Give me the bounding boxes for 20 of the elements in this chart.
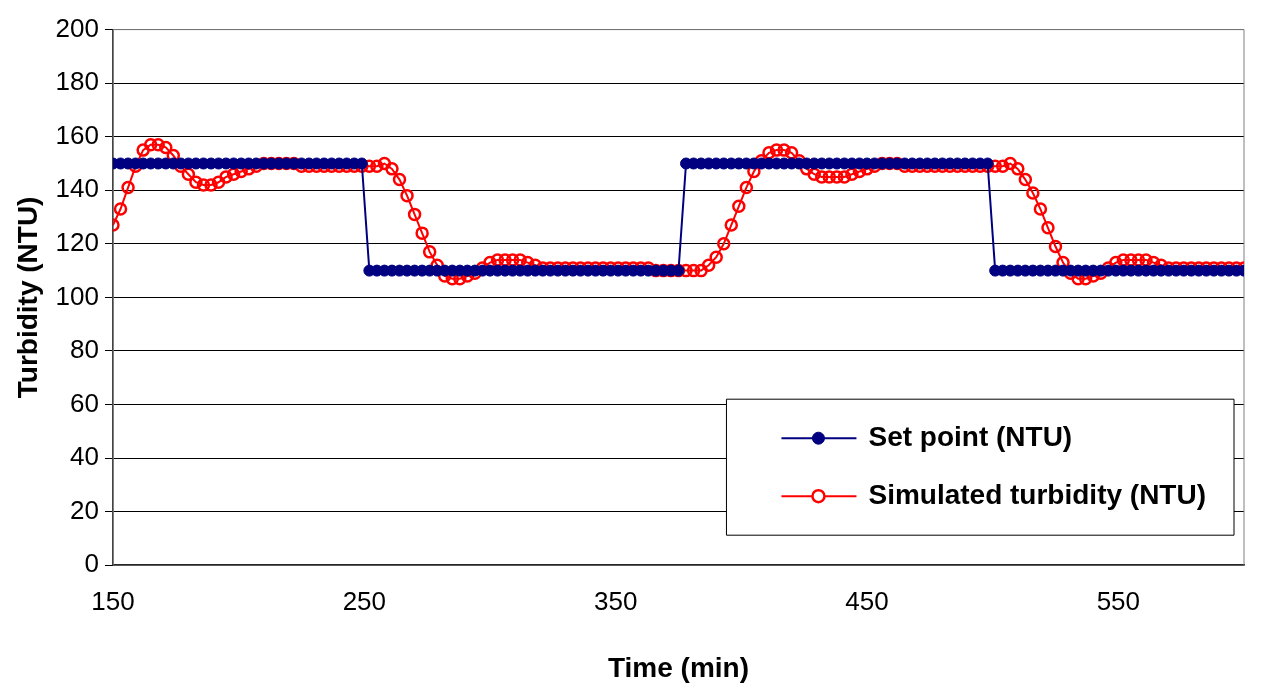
y-tick-label: 100	[55, 280, 99, 311]
x-tick-label: 550	[1096, 585, 1141, 616]
y-tick-label: 0	[84, 548, 99, 579]
y-tick-label: 180	[55, 66, 99, 97]
y-tick-label: 40	[70, 441, 99, 472]
x-tick-label: 450	[845, 585, 889, 616]
x-axis-title: Time (min)	[607, 651, 750, 683]
x-tick-label: 350	[593, 585, 638, 616]
y-axis-title: Turbidity (NTU)	[11, 196, 43, 399]
y-tick-label: 60	[70, 387, 99, 418]
x-tick-label: 150	[91, 585, 135, 616]
x-tick-label: 250	[342, 585, 387, 616]
y-tick-label: 160	[55, 119, 99, 150]
y-tick-label: 20	[70, 494, 99, 525]
y-tick-label: 200	[55, 12, 99, 43]
y-tick-label: 120	[55, 227, 99, 258]
legend-label: Set point (NTU)	[868, 420, 1073, 452]
legend-label: Simulated turbidity (NTU)	[868, 478, 1206, 510]
y-tick-label: 80	[70, 334, 99, 365]
y-tick-label: 140	[55, 173, 99, 204]
